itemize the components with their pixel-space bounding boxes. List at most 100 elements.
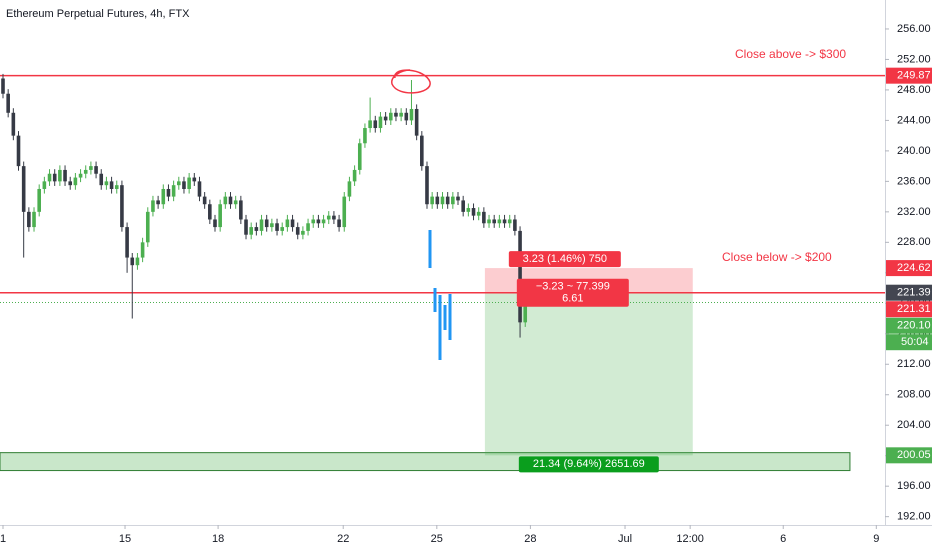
candle-body bbox=[94, 166, 98, 174]
candle-body bbox=[135, 257, 140, 266]
chart-title: Ethereum Perpetual Futures, 4h, FTX bbox=[6, 8, 190, 20]
candle-body bbox=[151, 200, 155, 212]
candle-body bbox=[487, 219, 491, 224]
candle-body bbox=[104, 181, 109, 186]
candle-body bbox=[145, 211, 150, 243]
stop-label-bg bbox=[508, 251, 621, 268]
price-tag-label: 200.05 bbox=[897, 449, 931, 461]
target-label-bg bbox=[518, 456, 659, 473]
price-tag bbox=[886, 284, 932, 301]
target-label: 21.34 (9.64%) 2651.69 bbox=[533, 458, 645, 470]
y-tick-label: 212.00 bbox=[897, 358, 931, 370]
candle-body bbox=[394, 112, 398, 117]
x-tick-label: 6 bbox=[780, 533, 786, 545]
countdown: 50:04 bbox=[901, 336, 929, 348]
candle-body bbox=[213, 219, 217, 228]
annotation: Close above -> $300 bbox=[735, 47, 846, 61]
candle-body bbox=[306, 223, 310, 231]
candle-body bbox=[120, 185, 124, 228]
candle-body bbox=[233, 200, 238, 205]
candle-body bbox=[414, 108, 419, 136]
candle-body bbox=[363, 128, 367, 144]
candle-body bbox=[27, 211, 31, 228]
support-zone bbox=[0, 452, 851, 472]
x-tick-label: 22 bbox=[337, 533, 349, 545]
candle-body bbox=[58, 169, 62, 182]
candle-body bbox=[295, 227, 300, 235]
price-tag bbox=[886, 317, 932, 334]
candle-body bbox=[239, 200, 243, 220]
candle-body bbox=[290, 219, 295, 228]
candle-body bbox=[125, 227, 129, 258]
y-tick-label: 192.00 bbox=[897, 511, 931, 523]
candle-body bbox=[223, 196, 228, 205]
y-tick-label: 232.00 bbox=[897, 206, 931, 218]
candle-body bbox=[130, 257, 135, 266]
candle-body bbox=[383, 116, 388, 121]
candle-body bbox=[6, 93, 10, 113]
candle-body bbox=[425, 166, 429, 205]
y-tick-label: 208.00 bbox=[897, 389, 931, 401]
candle-body bbox=[1, 78, 5, 94]
candle-body bbox=[435, 196, 440, 205]
y-tick-label: 248.00 bbox=[897, 84, 931, 96]
candle-body bbox=[451, 196, 455, 205]
candle-body bbox=[378, 116, 383, 129]
y-tick-label: 196.00 bbox=[897, 480, 931, 492]
candle-body bbox=[208, 204, 212, 220]
candle-body bbox=[166, 188, 171, 197]
candle-body bbox=[507, 219, 512, 224]
candle-body bbox=[78, 173, 83, 178]
candle-body bbox=[156, 200, 160, 205]
candle-body bbox=[399, 112, 403, 117]
candle-body bbox=[73, 177, 78, 186]
price-tag-label: 224.62 bbox=[897, 262, 931, 274]
x-tick-label: 18 bbox=[212, 533, 224, 545]
candle-body bbox=[368, 120, 372, 129]
x-tick-label: 15 bbox=[119, 533, 131, 545]
y-tick-label: 240.00 bbox=[897, 145, 931, 157]
mid-label: −3.23 ~ 77.399 bbox=[536, 281, 610, 293]
y-tick-label: 256.00 bbox=[897, 23, 931, 35]
candle-body bbox=[202, 196, 207, 205]
candle-body bbox=[404, 112, 409, 121]
candle-body bbox=[259, 219, 264, 231]
target-area bbox=[484, 292, 693, 456]
candle-body bbox=[497, 219, 502, 224]
candle-body bbox=[316, 219, 321, 224]
candle-body bbox=[42, 181, 47, 189]
price-tag-label: 220.10 bbox=[897, 320, 931, 332]
candle-body bbox=[264, 219, 269, 228]
candle-body bbox=[456, 196, 460, 201]
candle-body bbox=[37, 188, 41, 212]
y-tick-label: 228.00 bbox=[897, 236, 931, 248]
candle-body bbox=[502, 219, 507, 224]
candle-body bbox=[466, 208, 471, 212]
candle-body bbox=[187, 177, 191, 189]
candle-body bbox=[342, 196, 347, 228]
candle-body bbox=[16, 135, 21, 167]
blue-drawing bbox=[428, 230, 452, 360]
candle-body bbox=[301, 230, 305, 235]
candle-body bbox=[68, 181, 73, 186]
x-tick-label: 28 bbox=[524, 533, 536, 545]
annotation: Close below -> $200 bbox=[722, 250, 832, 264]
x-tick-label: Jul bbox=[618, 533, 632, 545]
candle-body bbox=[373, 120, 378, 129]
mid-label: 6.61 bbox=[562, 293, 583, 305]
candle-body bbox=[197, 181, 202, 197]
candle-body bbox=[176, 181, 181, 186]
candle-body bbox=[311, 219, 316, 224]
candle-body bbox=[109, 181, 114, 189]
stop-label: 3.23 (1.46%) 750 bbox=[523, 253, 607, 265]
candle-body bbox=[275, 223, 279, 231]
candle-body bbox=[21, 166, 26, 212]
candle-body bbox=[52, 173, 57, 182]
y-tick-label: 204.00 bbox=[897, 419, 931, 431]
candle-body bbox=[114, 185, 119, 189]
x-tick-label: 1 bbox=[0, 533, 6, 545]
candle-body bbox=[140, 242, 145, 258]
candle-body bbox=[32, 211, 36, 228]
candle-body bbox=[476, 211, 481, 216]
